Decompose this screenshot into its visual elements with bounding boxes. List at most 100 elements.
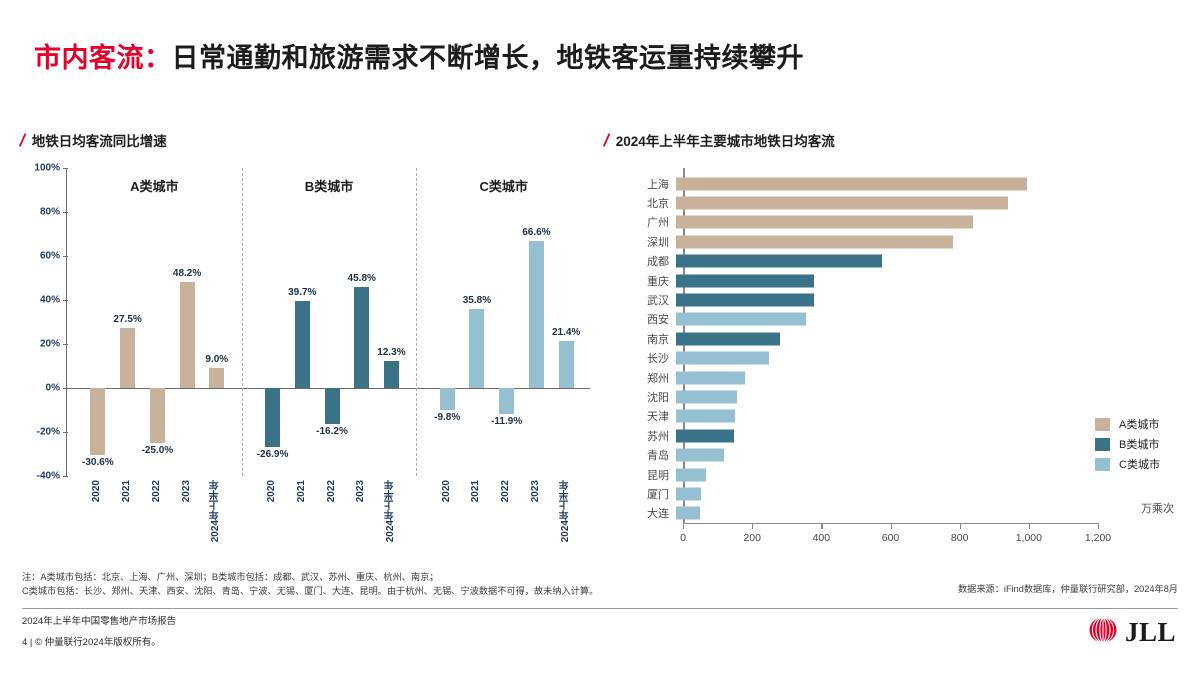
right-chart-bar bbox=[676, 371, 746, 385]
left-chart-bar bbox=[149, 388, 165, 443]
right-chart-city-label: 广州 bbox=[647, 217, 669, 230]
right-chart-city-label: 大连 bbox=[647, 508, 669, 521]
right-chart-bar bbox=[676, 312, 806, 326]
right-chart-bar bbox=[676, 506, 701, 520]
footer-copyright: 4 | © 仲量联行2024年版权所有。 bbox=[22, 637, 161, 648]
right-chart-row: 成都 bbox=[604, 252, 1184, 271]
left-chart-x-tick-label: 2023 bbox=[355, 480, 367, 503]
page-left-edge bbox=[0, 0, 4, 675]
left-chart-bar bbox=[179, 281, 195, 388]
right-chart-city-label: 厦门 bbox=[647, 488, 669, 501]
right-chart-city-label: 深圳 bbox=[647, 236, 669, 249]
right-chart-bar bbox=[676, 487, 701, 501]
left-chart-value-label: 66.6% bbox=[522, 227, 551, 239]
left-chart-bar bbox=[294, 300, 310, 388]
right-chart-x-tick bbox=[890, 523, 892, 529]
right-chart-bar-track bbox=[676, 213, 1184, 232]
right-chart-bar-track bbox=[676, 232, 1184, 251]
legend-swatch-icon bbox=[1095, 457, 1111, 471]
right-chart-bar bbox=[676, 332, 780, 346]
legend-item[interactable]: C类城市 bbox=[1095, 456, 1160, 472]
right-chart-city-label: 北京 bbox=[647, 198, 669, 211]
right-chart-unit-label: 万乘次 bbox=[1141, 503, 1174, 515]
left-chart-bar bbox=[324, 388, 340, 424]
right-chart-row: 苏州 bbox=[604, 426, 1184, 445]
right-chart-bar-track bbox=[676, 271, 1184, 290]
right-chart-legend: A类城市 B类城市 C类城市 bbox=[1095, 416, 1160, 476]
left-chart-group-title: A类城市 bbox=[130, 179, 179, 194]
right-chart-x-tick-label: 0 bbox=[680, 532, 686, 544]
left-chart-x-tick-label: 2024年上半年 bbox=[384, 480, 396, 543]
right-chart-bar-track bbox=[676, 504, 1184, 523]
right-chart-x-tick bbox=[683, 523, 685, 529]
right-chart-bar bbox=[676, 254, 882, 268]
jll-wordmark: JLL bbox=[1124, 617, 1176, 647]
right-chart-bar bbox=[676, 196, 1008, 210]
right-chart-bar-track bbox=[676, 484, 1184, 503]
right-chart-row: 深圳 bbox=[604, 232, 1184, 251]
left-chart-x-tick-label: 2023 bbox=[180, 480, 192, 503]
right-chart-bar bbox=[676, 274, 815, 288]
left-chart-value-label: -9.8% bbox=[434, 411, 461, 423]
left-chart-y-tick bbox=[63, 256, 68, 257]
right-chart-bar bbox=[676, 293, 814, 307]
left-chart-header: / 地铁日均客流同比增速 bbox=[18, 130, 167, 151]
right-chart-bar bbox=[676, 235, 953, 249]
slash-accent-icon: / bbox=[601, 131, 612, 150]
left-chart-bar bbox=[439, 388, 455, 410]
footnote-line-1: 注：A类城市包括：北京、上海、广州、深圳；B类城市包括：成都、武汉、苏州、重庆、… bbox=[22, 572, 439, 582]
city-ridership-bar-chart: 上海 北京 广州 深圳 成都 重庆 武汉 西安 南京 长沙 郑州 沈阳 天津 苏州 青岛 昆明 厦门 大连 0 20… bbox=[604, 168, 1184, 568]
left-chart-value-label: 21.4% bbox=[551, 326, 581, 338]
left-chart-bar bbox=[383, 360, 399, 388]
right-chart-city-label: 成都 bbox=[647, 256, 669, 269]
right-chart-x-tick-label: 800 bbox=[950, 532, 969, 544]
right-chart-x-tick bbox=[752, 523, 754, 529]
left-chart-y-tick-label: 80% bbox=[39, 206, 60, 218]
footnote-block: 注：A类城市包括：北京、上海、广州、深圳；B类城市包括：成都、武汉、苏州、重庆、… bbox=[22, 570, 642, 599]
left-chart-x-tick-label: 2020 bbox=[266, 480, 278, 503]
right-chart-city-label: 沈阳 bbox=[647, 391, 669, 404]
right-chart-row: 沈阳 bbox=[604, 387, 1184, 406]
left-chart-value-label: -16.2% bbox=[316, 425, 348, 437]
right-chart-bar-track bbox=[676, 193, 1184, 212]
right-chart-bar-track bbox=[676, 349, 1184, 368]
legend-item[interactable]: A类城市 bbox=[1095, 416, 1160, 432]
footnote-line-2: C类城市包括：长沙、郑州、天津、西安、沈阳、青岛、宁波、无锡、厦门、大连、昆明。… bbox=[22, 586, 599, 597]
right-chart-city-label: 青岛 bbox=[647, 450, 669, 463]
right-chart-bar-track bbox=[676, 174, 1184, 193]
page-title: 市内客流：日常通勤和旅游需求不断增长，地铁客运量持续攀升 bbox=[34, 36, 804, 75]
right-chart-x-tick bbox=[1098, 523, 1100, 529]
left-chart-y-tick-label: 40% bbox=[39, 294, 60, 306]
left-chart-x-tick-label: 2021 bbox=[470, 480, 482, 503]
right-chart-bar-track bbox=[676, 368, 1184, 387]
right-chart-x-tick-label: 200 bbox=[743, 532, 761, 544]
jll-logo: JLL bbox=[1088, 616, 1176, 649]
right-chart-bar-track bbox=[676, 329, 1184, 348]
left-chart-value-label: 12.3% bbox=[377, 346, 406, 358]
legend-item[interactable]: B类城市 bbox=[1095, 436, 1160, 452]
right-chart-bar-track bbox=[676, 290, 1184, 309]
right-chart-city-label: 郑州 bbox=[647, 372, 669, 385]
left-chart-x-tick-label: 2022 bbox=[500, 480, 512, 503]
right-chart-bar bbox=[676, 390, 737, 404]
right-chart-bar-track bbox=[676, 445, 1184, 464]
legend-label: B类城市 bbox=[1119, 439, 1160, 451]
right-chart-row: 昆明 bbox=[604, 465, 1184, 484]
left-chart-x-tick-label: 2024年上半年 bbox=[210, 480, 222, 543]
left-chart-value-label: -30.6% bbox=[82, 457, 114, 469]
left-chart-y-tick bbox=[63, 476, 68, 477]
footer-report-name: 2024年上半年中国零售地产市场报告 bbox=[22, 616, 177, 627]
growth-rate-bar-chart: -40% -20% 0% 20% 40% 60% 80% 100% A类城市 -30.6% 27.… bbox=[20, 163, 590, 568]
left-chart-value-label: 27.5% bbox=[113, 313, 142, 325]
left-chart-bar bbox=[354, 287, 370, 388]
right-chart-city-label: 苏州 bbox=[647, 430, 669, 443]
left-chart-group-title: C类城市 bbox=[479, 179, 528, 194]
left-chart-bar bbox=[528, 241, 544, 388]
right-chart-row: 上海 bbox=[604, 174, 1184, 193]
right-chart-bar-track bbox=[676, 387, 1184, 406]
right-chart-x-tick-label: 400 bbox=[812, 532, 831, 544]
right-chart-bar-track bbox=[676, 407, 1184, 426]
right-chart-header: /2024年上半年主要城市地铁日均客流 bbox=[601, 130, 835, 151]
left-chart-bar bbox=[90, 388, 106, 456]
